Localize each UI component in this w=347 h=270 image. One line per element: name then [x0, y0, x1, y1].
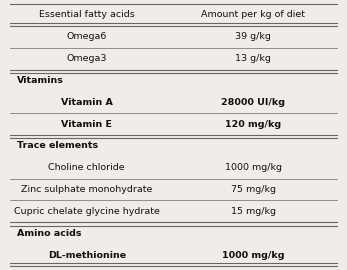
Text: Amount per kg of diet: Amount per kg of diet: [201, 11, 305, 19]
Text: Essential fatty acids: Essential fatty acids: [39, 11, 135, 19]
Text: Cupric chelate glycine hydrate: Cupric chelate glycine hydrate: [14, 207, 160, 216]
Text: Vitamins: Vitamins: [17, 76, 64, 85]
Text: 39 g/kg: 39 g/kg: [235, 32, 271, 41]
Text: 75 mg/kg: 75 mg/kg: [231, 185, 276, 194]
Text: Zinc sulphate monohydrate: Zinc sulphate monohydrate: [21, 185, 152, 194]
Text: DL-methionine: DL-methionine: [48, 251, 126, 259]
Text: Vitamin A: Vitamin A: [61, 98, 113, 107]
Text: 13 g/kg: 13 g/kg: [235, 54, 271, 63]
Text: 15 mg/kg: 15 mg/kg: [231, 207, 276, 216]
Text: Choline chloride: Choline chloride: [49, 163, 125, 172]
Text: Vitamin E: Vitamin E: [61, 120, 112, 129]
Text: Trace elements: Trace elements: [17, 141, 99, 150]
Text: Omega6: Omega6: [67, 32, 107, 41]
Text: Omega3: Omega3: [67, 54, 107, 63]
Text: 1000 mg/kg: 1000 mg/kg: [225, 163, 282, 172]
Text: 28000 UI/kg: 28000 UI/kg: [221, 98, 285, 107]
Text: Amino acids: Amino acids: [17, 229, 82, 238]
Text: 1000 mg/kg: 1000 mg/kg: [222, 251, 285, 259]
Text: 120 mg/kg: 120 mg/kg: [225, 120, 281, 129]
